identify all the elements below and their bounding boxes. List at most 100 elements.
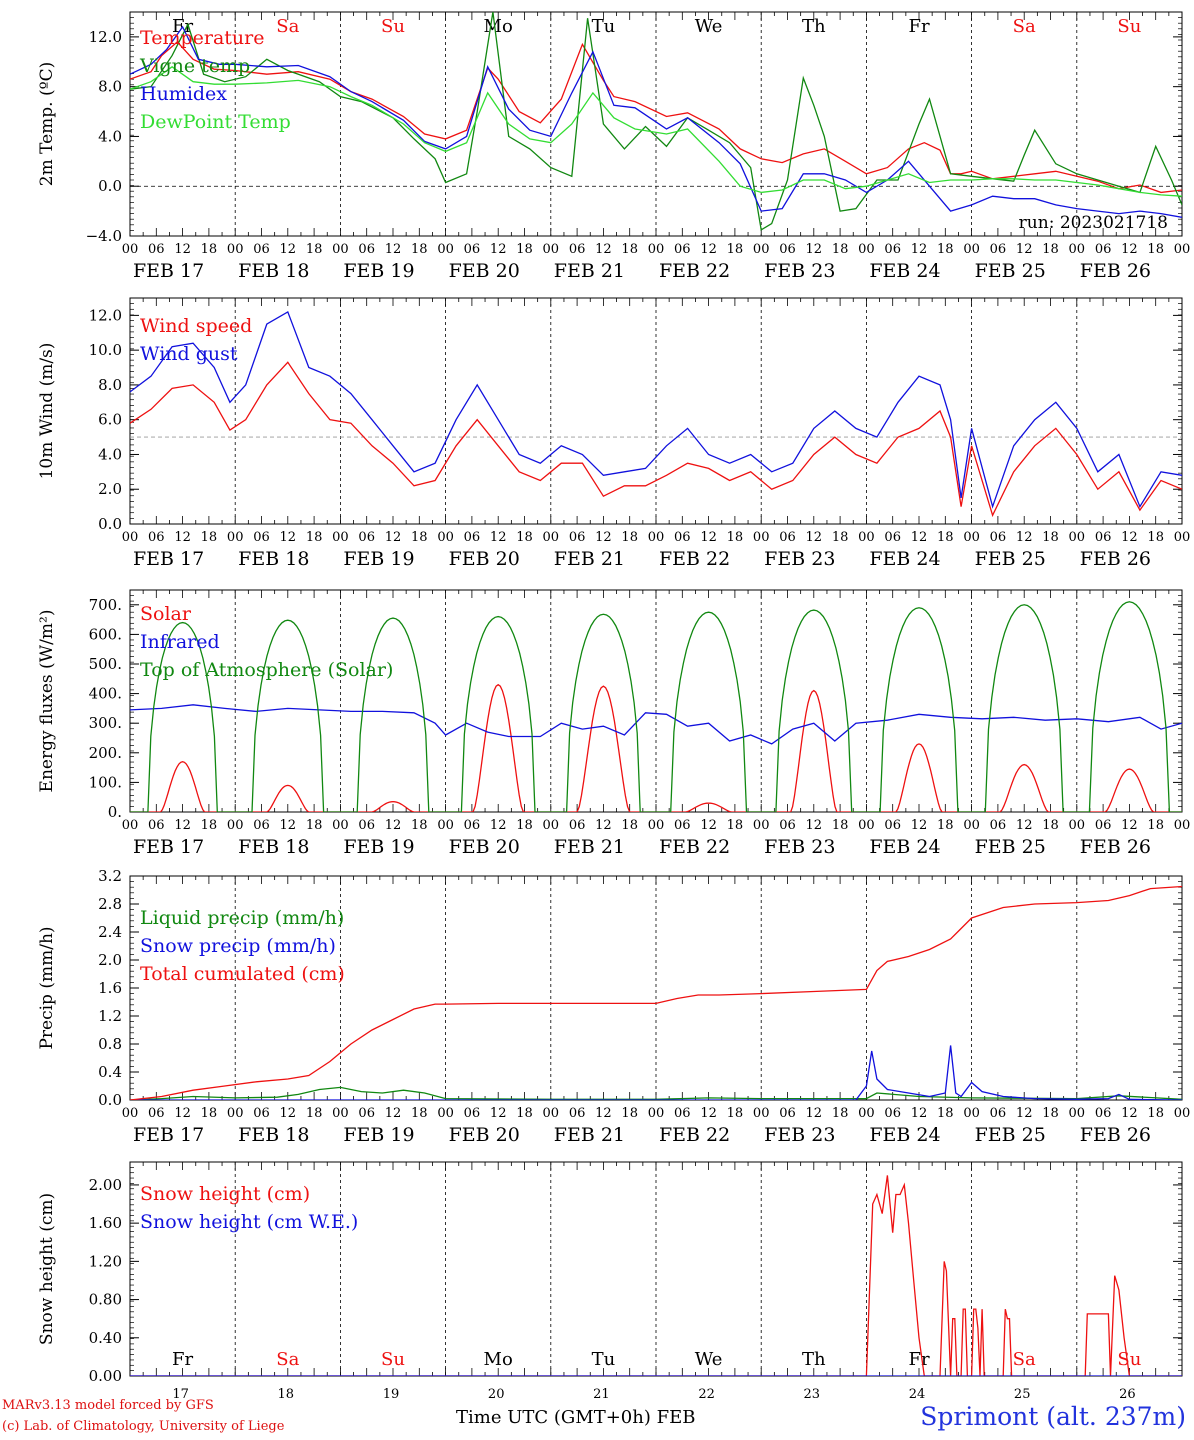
hour-tick-label: 12 <box>700 530 717 545</box>
series-line <box>130 361 1182 518</box>
hour-tick-label: 00 <box>1069 242 1086 257</box>
date-label: FEB 18 <box>238 548 309 570</box>
date-label: FEB 25 <box>975 836 1046 858</box>
hour-tick-label: 18 <box>937 530 954 545</box>
hour-tick-label: 18 <box>201 818 218 833</box>
series-line <box>130 25 1182 218</box>
weekday-label: Th <box>802 1349 826 1370</box>
hour-tick-label: 06 <box>148 818 165 833</box>
hour-tick-label: 18 <box>516 818 533 833</box>
y-tick-label: 200. <box>89 744 122 762</box>
hour-tick-label: 18 <box>306 818 323 833</box>
panel-2: 0.0 2.0 4.0 6.0 8.0 10.0 12.0 10m Wind (m/s) 00 0… <box>37 297 1190 570</box>
weekday-label: Fr <box>172 1349 193 1370</box>
hour-tick-label: 06 <box>1095 242 1112 257</box>
y-tick-label: 2.0 <box>98 480 122 498</box>
date-label: FEB 17 <box>133 548 204 570</box>
hour-tick-label: 06 <box>148 242 165 257</box>
date-label: FEB 18 <box>238 260 309 282</box>
hour-tick-label: 18 <box>937 242 954 257</box>
date-label: FEB 24 <box>869 1124 940 1146</box>
hour-tick-label: 18 <box>1147 242 1164 257</box>
y-tick-label: 4.0 <box>98 445 122 463</box>
date-label: FEB 21 <box>554 836 625 858</box>
date-label: FEB 19 <box>343 1124 414 1146</box>
hour-tick-label: 12 <box>806 242 823 257</box>
hour-tick-label: 00 <box>227 242 244 257</box>
y-tick-label: 500. <box>89 655 122 673</box>
date-label: FEB 19 <box>343 836 414 858</box>
y-axis-label: 10m Wind (m/s) <box>37 343 57 480</box>
hour-tick-label: 06 <box>674 242 691 257</box>
hour-tick-label: 12 <box>911 242 928 257</box>
legend-entry: Wind gust <box>140 343 238 365</box>
y-tick-label: 0.00 <box>89 1367 122 1385</box>
series-group <box>130 885 1182 1100</box>
hour-tick-label: 18 <box>411 1106 428 1121</box>
date-label: FEB 17 <box>133 260 204 282</box>
day-number-label: 22 <box>698 1387 715 1402</box>
series-line <box>130 12 1182 231</box>
hour-tick-label: 18 <box>201 530 218 545</box>
hour-tick-label: 06 <box>358 818 375 833</box>
hour-tick-label: 00 <box>122 1106 139 1121</box>
hour-tick-label: 12 <box>280 1106 297 1121</box>
hour-tick-label: 18 <box>621 530 638 545</box>
date-label: FEB 21 <box>554 260 625 282</box>
date-label: FEB 20 <box>449 1124 520 1146</box>
y-tick-label: 2.8 <box>98 895 122 913</box>
date-label: FEB 20 <box>449 548 520 570</box>
x-axis-month: FEB <box>656 1407 696 1428</box>
hour-tick-label: 12 <box>1121 818 1138 833</box>
hour-tick-label: 06 <box>358 530 375 545</box>
hour-tick-label: 00 <box>858 530 875 545</box>
weekday-label: Tu <box>592 16 616 37</box>
date-label: FEB 24 <box>869 836 940 858</box>
day-number-label: 18 <box>278 1387 295 1402</box>
hour-tick-label: 12 <box>806 530 823 545</box>
hour-tick-label: 12 <box>1016 818 1033 833</box>
hour-tick-label: 12 <box>700 818 717 833</box>
hour-tick-label: 12 <box>280 818 297 833</box>
hour-tick-label: 00 <box>1174 1106 1191 1121</box>
hour-tick-label: 12 <box>490 530 507 545</box>
hour-tick-label: 18 <box>937 1106 954 1121</box>
y-tick-label: 1.2 <box>98 1007 122 1025</box>
y-tick-label: 12.0 <box>89 28 122 46</box>
date-label: FEB 21 <box>554 548 625 570</box>
day-number-label: 19 <box>383 1387 400 1402</box>
weekday-label: Sa <box>1013 1349 1036 1370</box>
hour-tick-label: 00 <box>1069 1106 1086 1121</box>
hour-tick-label: 06 <box>148 530 165 545</box>
y-tick-label: 12.0 <box>89 306 122 324</box>
y-tick-label: 2.4 <box>98 923 122 941</box>
hour-tick-label: 00 <box>1174 818 1191 833</box>
series-line <box>130 310 1182 509</box>
hour-tick-label: 12 <box>490 242 507 257</box>
hour-tick-label: 12 <box>595 1106 612 1121</box>
hour-tick-label: 12 <box>595 530 612 545</box>
hour-tick-label: 18 <box>621 242 638 257</box>
y-tick-label: 300. <box>89 714 122 732</box>
hour-tick-label: 06 <box>779 1106 796 1121</box>
hour-tick-label: 00 <box>753 1106 770 1121</box>
hour-tick-label: 12 <box>911 818 928 833</box>
hour-tick-label: 12 <box>385 818 402 833</box>
day-number-label: 24 <box>909 1387 926 1402</box>
date-label: FEB 25 <box>975 548 1046 570</box>
hour-tick-label: 12 <box>490 818 507 833</box>
hour-tick-label: 18 <box>1042 1106 1059 1121</box>
y-axis-label: Energy fluxes (W/m²) <box>37 610 57 793</box>
hour-tick-label: 12 <box>911 530 928 545</box>
weekday-label: Sa <box>276 16 299 37</box>
y-tick-label: 1.6 <box>98 979 122 997</box>
date-label: FEB 25 <box>975 1124 1046 1146</box>
date-label: FEB 18 <box>238 836 309 858</box>
panel-3: 0. 100. 200. 300. 400. 500. 600. 700. Energy flu… <box>37 589 1191 858</box>
hour-tick-label: 12 <box>595 818 612 833</box>
y-tick-label: 4.0 <box>98 127 122 145</box>
copyright-credit: (c) Lab. of Climatology, University of L… <box>2 1419 285 1434</box>
y-tick-label: 0.0 <box>98 1091 122 1109</box>
day-number-label: 21 <box>593 1387 610 1402</box>
date-label: FEB 26 <box>1080 548 1151 570</box>
